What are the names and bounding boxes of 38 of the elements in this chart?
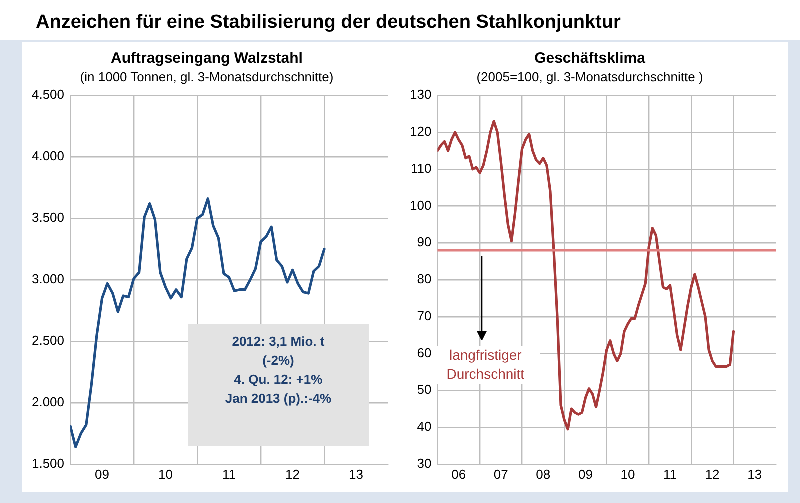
x-tick-label: 11 [664,466,678,482]
y-tick-label: 30 [417,456,432,471]
y-tick-label: 130 [410,87,432,102]
x-tick-label: 12 [286,466,300,482]
y-tick-label: 70 [417,308,432,324]
x-tick-label: 13 [748,466,762,482]
x-tick-label: 06 [452,466,466,482]
y-tick-label: 2.000 [32,394,65,410]
y-tick-label: 3.000 [32,272,65,287]
y-tick-label: 1.500 [32,456,65,471]
y-tick-label: 3.500 [32,210,65,226]
x-tick-label: 09 [578,466,593,482]
x-tick-label: 13 [349,466,364,482]
x-tick-label: 12 [705,466,720,482]
y-tick-label: 90 [417,234,432,250]
annotation: 2012: 3,1 Mio. t (-2%) 4. Qu. 12: +1% Jan 2013 (p).:-4% [224,333,333,408]
text: Anzeichen für eine Stabilisierung der deutschen Stahlkonjunktur [35,11,622,34]
x-tick-label: 07 [494,466,508,482]
chart-subtitle: (in 1000 Tonnen, gl. 3-Monatsdurchschnitte) [80,69,334,84]
y-tick-label: 110 [410,160,432,176]
y-tick-label: 120 [410,124,432,140]
y-tick-label: 100 [410,198,432,213]
y-tick-label: 4.500 [32,87,65,102]
y-tick-label: 50 [417,382,432,398]
x-tick-label: 10 [620,466,636,482]
x-tick-label: 10 [158,466,174,482]
chart-title: Geschäftsklima [534,50,646,68]
y-tick-label: 4.000 [32,148,65,164]
x-tick-label: 08 [536,466,551,482]
chart-title: Auftragseingang Walzstahl [111,50,303,68]
y-tick-label: 60 [417,345,432,360]
chart-subtitle: (2005=100, gl. 3-Monatsdurchschnitte ) [476,69,704,84]
x-tick-label: 09 [95,466,110,482]
x-tick-label: 11 [222,466,236,482]
y-tick-label: 2.500 [32,333,65,348]
y-tick-label: 80 [417,272,432,287]
annotation: langfristiger Durchschnitt [432,346,540,384]
y-tick-label: 40 [417,419,432,434]
